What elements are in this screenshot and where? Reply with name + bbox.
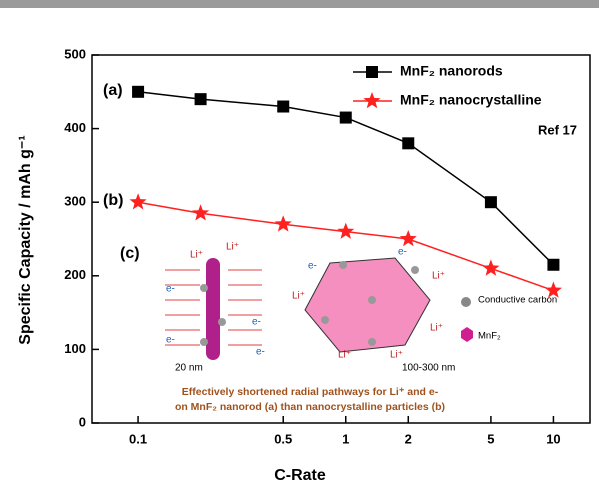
inset-text: e-: [252, 317, 261, 328]
top-bar: [0, 0, 599, 8]
y-tick-label: 0: [79, 414, 86, 429]
legend-label: MnF₂ nanorods: [400, 63, 503, 79]
inset-caption: on MnF₂ nanorod (a) than nanocrystalline…: [175, 401, 445, 413]
star-marker: [192, 204, 209, 220]
legend-label: MnF₂ nanocrystalline: [400, 92, 542, 108]
x-tick-label: 10: [546, 431, 560, 446]
star-marker: [337, 223, 354, 239]
square-marker: [366, 66, 378, 78]
carbon: [321, 316, 329, 324]
inset-text: e-: [256, 347, 265, 358]
carbon: [368, 338, 376, 346]
annotation: Ref 17: [538, 122, 577, 137]
inset-text: Li⁺: [432, 271, 445, 282]
star-marker: [130, 193, 147, 209]
carbon: [218, 318, 226, 326]
inset-label: (c): [120, 245, 140, 262]
y-tick-label: 100: [64, 341, 86, 356]
x-tick-label: 5: [487, 431, 494, 446]
particle: [305, 258, 430, 352]
star-marker: [482, 259, 499, 275]
legend-carbon: [461, 297, 471, 307]
square-marker: [277, 101, 289, 113]
star-marker: [363, 92, 380, 108]
star-marker: [400, 230, 417, 246]
x-tick-label: 2: [405, 431, 412, 446]
inset-text: e-: [308, 261, 317, 272]
inset-text: e-: [166, 335, 175, 346]
square-marker: [340, 112, 352, 124]
y-tick-label: 500: [64, 46, 86, 61]
carbon: [200, 338, 208, 346]
x-tick-label: 1: [342, 431, 349, 446]
x-axis-label: C-Rate: [274, 467, 326, 484]
y-tick-label: 200: [64, 267, 86, 282]
square-marker: [547, 259, 559, 271]
inset-text: Li⁺: [190, 250, 203, 261]
star-marker: [275, 215, 292, 231]
inset-text: Li⁺: [226, 242, 239, 253]
inset-text: Li⁺: [338, 350, 351, 361]
square-marker: [402, 137, 414, 149]
carbon: [200, 284, 208, 292]
y-tick-label: 400: [64, 120, 86, 135]
nanorod: [206, 258, 220, 360]
carbon: [411, 266, 419, 274]
inset-legend: Conductive carbon: [478, 295, 557, 306]
inset-caption: Effectively shortened radial pathways fo…: [182, 386, 439, 398]
inset-text: Li⁺: [430, 323, 443, 334]
square-marker: [485, 196, 497, 208]
inset-text: e-: [398, 247, 407, 258]
square-marker: [132, 86, 144, 98]
annotation: (a): [103, 82, 123, 99]
plot-frame: [92, 55, 590, 423]
inset-text: 20 nm: [175, 363, 203, 374]
y-tick-label: 300: [64, 194, 86, 209]
carbon: [339, 261, 347, 269]
square-marker: [195, 93, 207, 105]
inset-text: e-: [166, 284, 175, 295]
carbon: [368, 296, 376, 304]
inset-text: Li⁺: [390, 350, 403, 361]
inset-text: 100-300 nm: [402, 363, 455, 374]
inset-legend: MnF₂: [478, 331, 501, 342]
legend-mnf2: [461, 327, 473, 342]
y-axis-label: Specific Capacity / mAh g⁻¹: [17, 135, 34, 344]
x-tick-label: 0.1: [129, 431, 147, 446]
annotation: (b): [103, 192, 123, 209]
chart: C-Rate Specific Capacity / mAh g⁻¹ (a) (…: [0, 0, 599, 486]
x-tick-label: 0.5: [274, 431, 292, 446]
inset-text: Li⁺: [292, 291, 305, 302]
